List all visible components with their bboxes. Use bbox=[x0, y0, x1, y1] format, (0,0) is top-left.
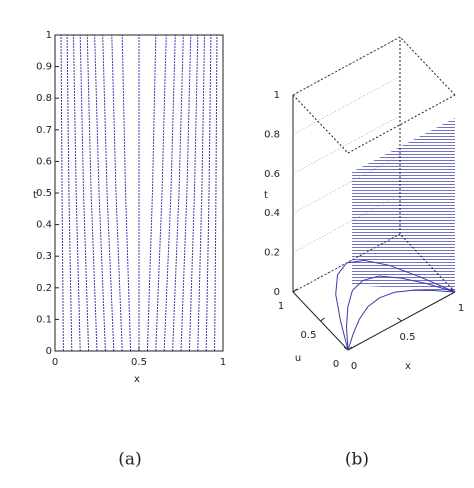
x-tick-label: 0.5 bbox=[131, 357, 147, 368]
t-tick-label: 1 bbox=[274, 90, 280, 101]
x-tick bbox=[343, 346, 349, 351]
x-tick-label: 0 bbox=[351, 361, 357, 372]
y-tick-label: 1 bbox=[46, 30, 52, 41]
curve bbox=[72, 34, 81, 352]
u-axis-label: u bbox=[295, 353, 301, 364]
curve bbox=[102, 34, 115, 352]
t-tick-label: 0 bbox=[274, 287, 280, 298]
curve bbox=[172, 34, 184, 352]
y-tick-label: 0.9 bbox=[36, 62, 52, 73]
t-grid bbox=[292, 36, 401, 96]
y-tick-label: 0.8 bbox=[36, 93, 52, 104]
profile-curve bbox=[335, 259, 456, 351]
curve bbox=[94, 34, 106, 352]
box-edge bbox=[292, 94, 349, 154]
surface-wall bbox=[352, 118, 455, 292]
curve bbox=[111, 34, 123, 352]
curve bbox=[66, 34, 73, 352]
profile-curve bbox=[346, 275, 456, 351]
x-tick-label: 0.5 bbox=[400, 332, 416, 343]
t-tick-label: 0.6 bbox=[264, 169, 280, 180]
x-tick-label: 1 bbox=[220, 357, 226, 368]
x-tick bbox=[397, 317, 402, 322]
t-grid bbox=[292, 194, 401, 253]
t-grid bbox=[292, 154, 401, 214]
curve bbox=[60, 34, 64, 352]
u-tick-label: 1 bbox=[278, 301, 284, 312]
y-tick-label: 0.4 bbox=[36, 220, 52, 231]
y-tick-label: 0.1 bbox=[36, 314, 52, 325]
box-edge bbox=[399, 233, 456, 293]
t-grid bbox=[292, 115, 401, 175]
curve bbox=[180, 34, 192, 352]
curve bbox=[79, 34, 90, 352]
box-edge bbox=[347, 94, 456, 154]
y-tick-label: 0.2 bbox=[36, 283, 52, 294]
curve bbox=[86, 34, 98, 352]
curve bbox=[121, 34, 132, 352]
curve bbox=[146, 34, 157, 352]
x-tick-label: 0 bbox=[52, 357, 58, 368]
curve bbox=[163, 34, 176, 352]
t-grid bbox=[292, 76, 401, 135]
u-tick-label: 0 bbox=[333, 359, 339, 370]
u-tick-label: 0.5 bbox=[301, 330, 317, 341]
t-tick-label: 0.2 bbox=[264, 248, 280, 259]
caption: (b) bbox=[345, 450, 369, 470]
y-axis-label: t bbox=[33, 190, 37, 201]
y-tick-label: 0.5 bbox=[36, 188, 52, 199]
curve bbox=[197, 34, 206, 352]
x-axis-label: x bbox=[134, 374, 140, 385]
t-axis-label: t bbox=[264, 190, 268, 201]
u-tick bbox=[292, 288, 298, 293]
y-tick-label: 0 bbox=[46, 346, 52, 357]
x-axis-label: x bbox=[405, 361, 411, 372]
curve bbox=[214, 34, 218, 352]
box-edge bbox=[399, 36, 456, 96]
caption: (a) bbox=[118, 450, 141, 470]
curve bbox=[205, 34, 212, 352]
y-tick-label: 0.7 bbox=[36, 125, 52, 136]
y-tick-label: 0.3 bbox=[36, 251, 52, 262]
y-tick-label: 0.6 bbox=[36, 156, 52, 167]
curve bbox=[155, 34, 167, 352]
curve bbox=[188, 34, 199, 352]
t-tick-label: 0.4 bbox=[264, 208, 280, 219]
profile-curve bbox=[347, 289, 456, 351]
t-tick-label: 0.8 bbox=[264, 129, 280, 140]
x-tick-label: 1 bbox=[458, 303, 464, 314]
u-tick bbox=[320, 317, 325, 322]
